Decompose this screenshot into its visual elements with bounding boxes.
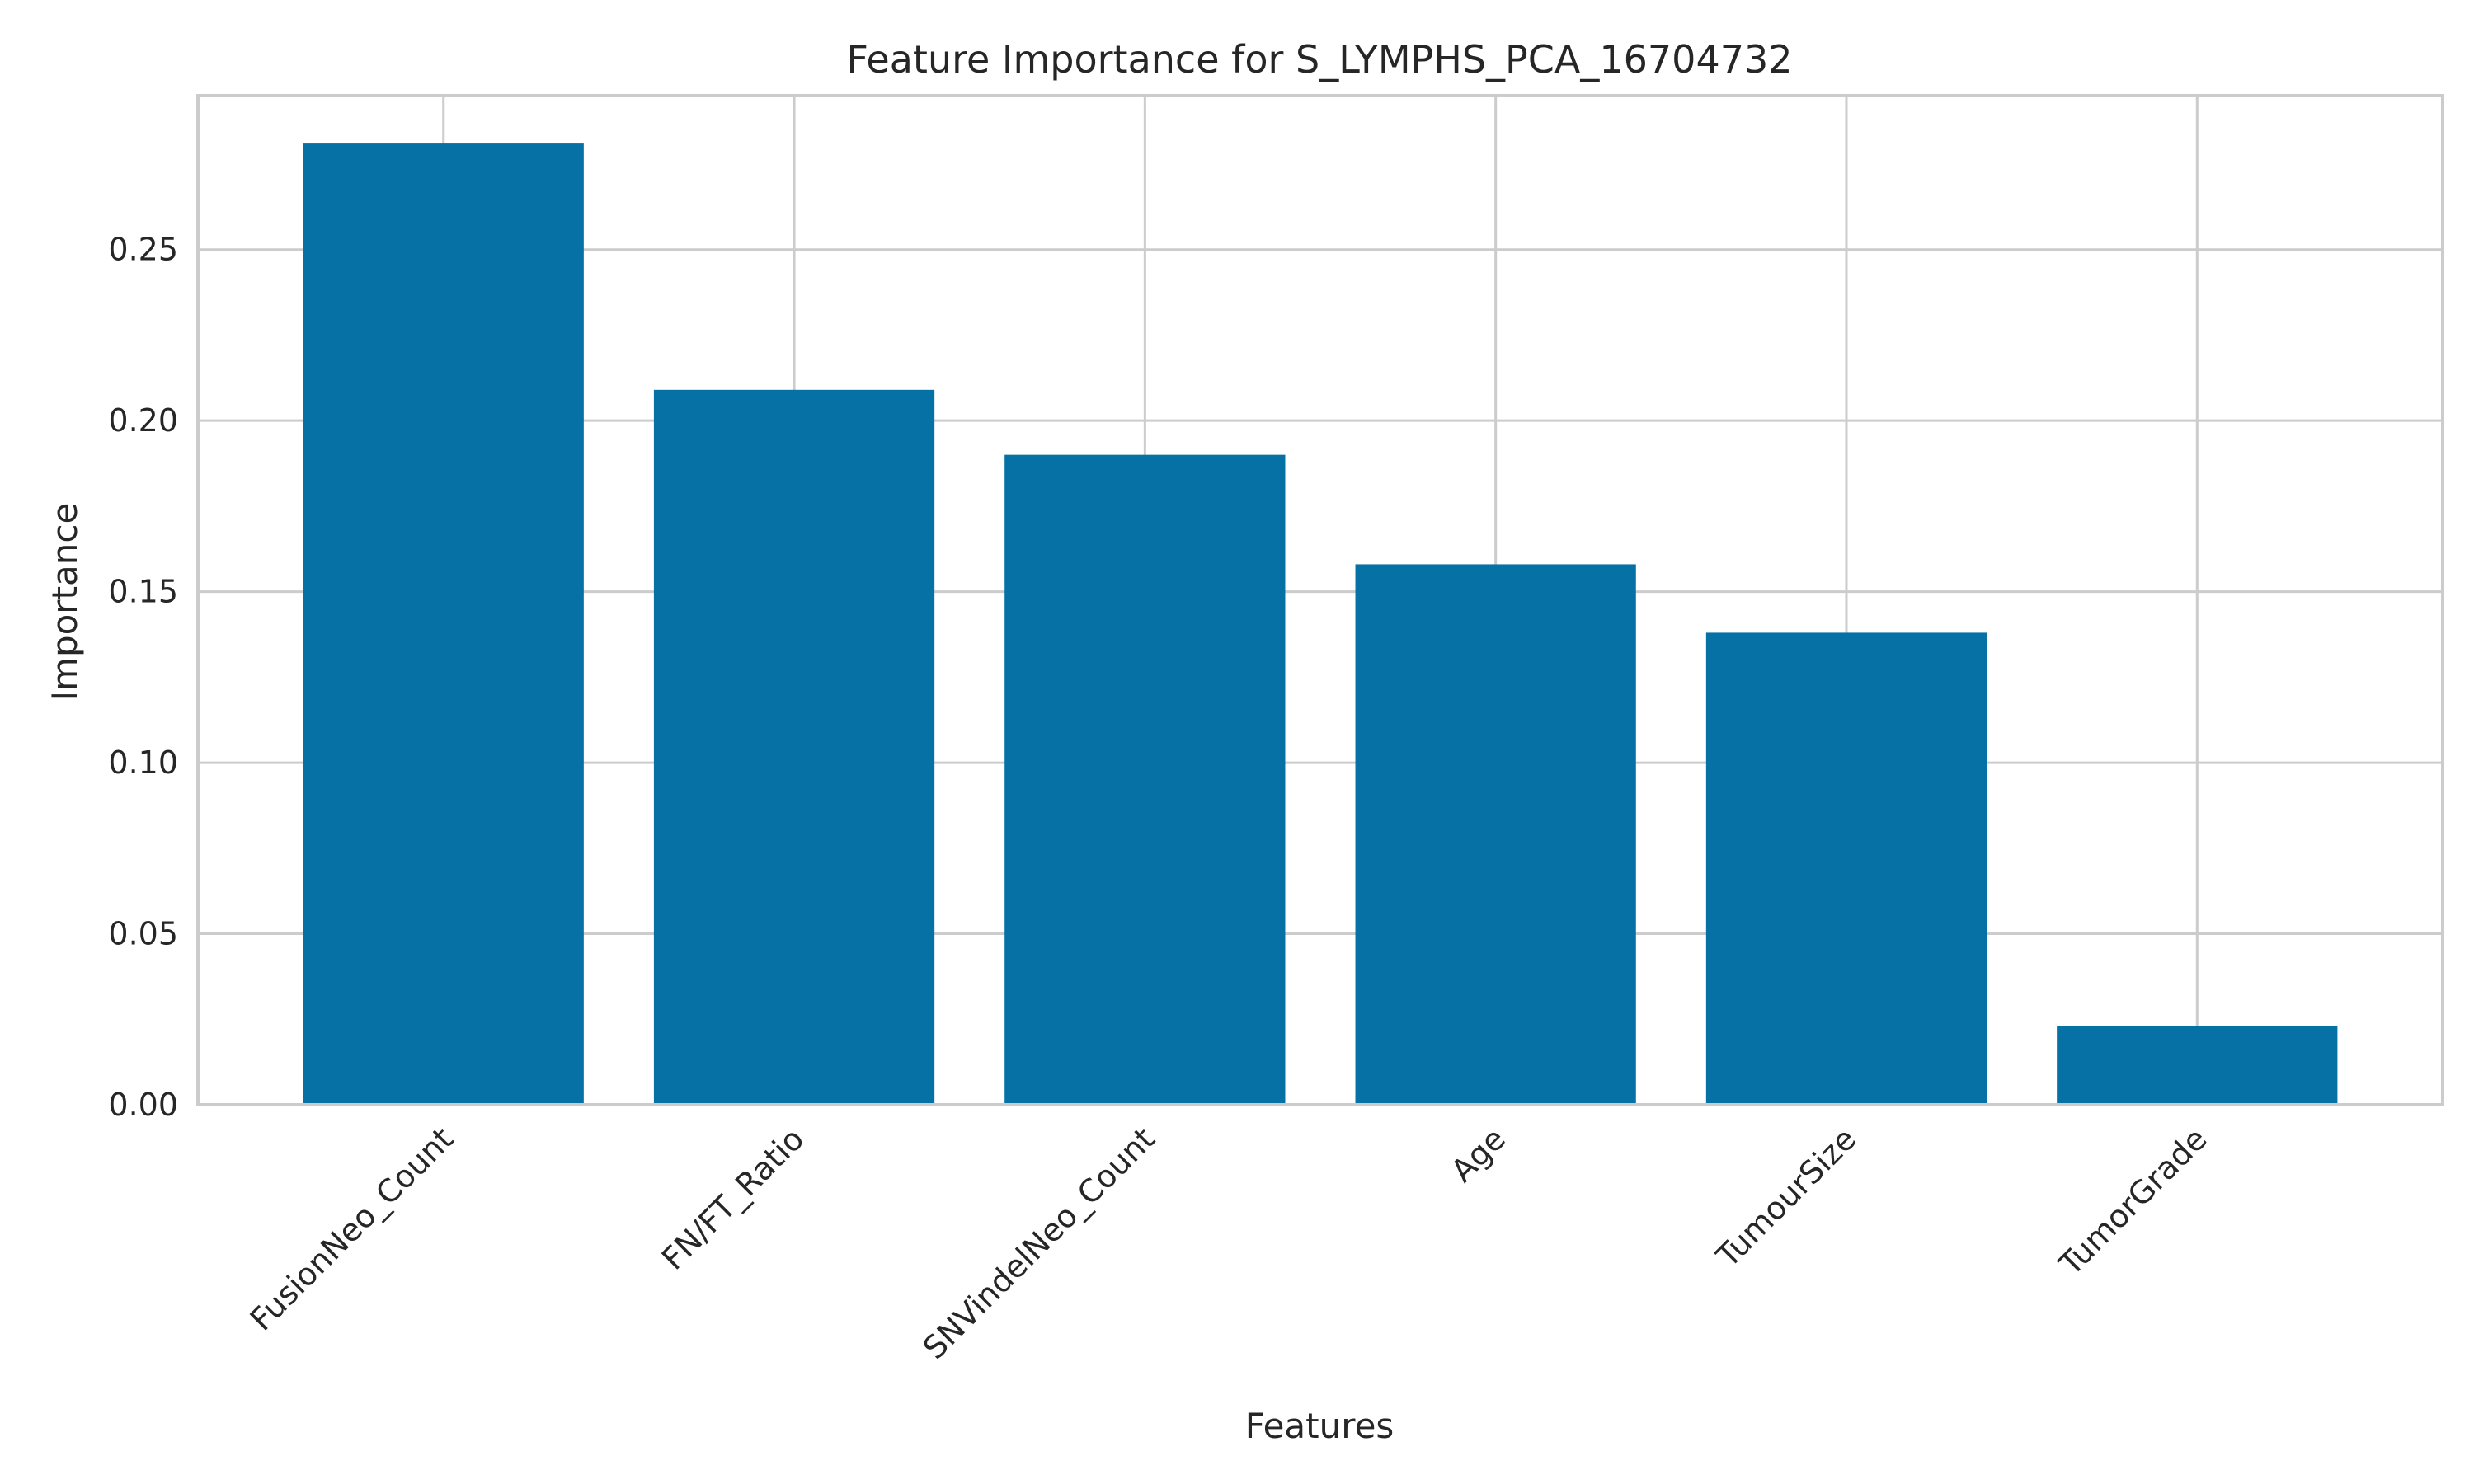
x-tick-label: FN/FT_Ratio	[655, 1120, 811, 1277]
x-tick-label: FusionNeo_Count	[243, 1120, 460, 1337]
chart-title: Feature Importance for S_LYMPHS_PCA_1670…	[846, 37, 1792, 82]
y-tick-label: 0.00	[108, 1087, 178, 1123]
y-tick-label: 0.25	[108, 232, 178, 268]
x-axis-ticks: FusionNeo_Count FN/FT_Ratio SNVindelNeo_Co…	[243, 1120, 2214, 1366]
y-tick-label: 0.05	[108, 916, 178, 952]
x-tick-label: TumorGrade	[2052, 1120, 2214, 1283]
y-tick-label: 0.20	[108, 402, 178, 439]
y-tick-label: 0.15	[108, 574, 178, 610]
x-tick-label: Age	[1444, 1120, 1512, 1189]
y-axis-ticks: 0.00 0.05 0.10 0.15 0.20 0.25	[108, 232, 178, 1123]
x-axis-label: Features	[1245, 1406, 1395, 1446]
bar-tumorgrade	[2057, 1026, 2338, 1105]
x-tick-label: TumourSize	[1709, 1120, 1863, 1275]
bar-age	[1355, 564, 1636, 1105]
y-axis-label: Importance	[45, 503, 85, 702]
bar-tumoursize	[1705, 632, 1987, 1105]
plot-frame	[196, 94, 2444, 1106]
bar-fn-ft-ratio	[653, 389, 935, 1105]
bar-snvindelneo-count	[1004, 454, 1286, 1105]
y-tick-label: 0.10	[108, 744, 178, 781]
bars	[303, 143, 2338, 1105]
bar-fusionneo-count	[303, 143, 584, 1105]
x-tick-label: SNVindelNeo_Count	[916, 1120, 1162, 1366]
